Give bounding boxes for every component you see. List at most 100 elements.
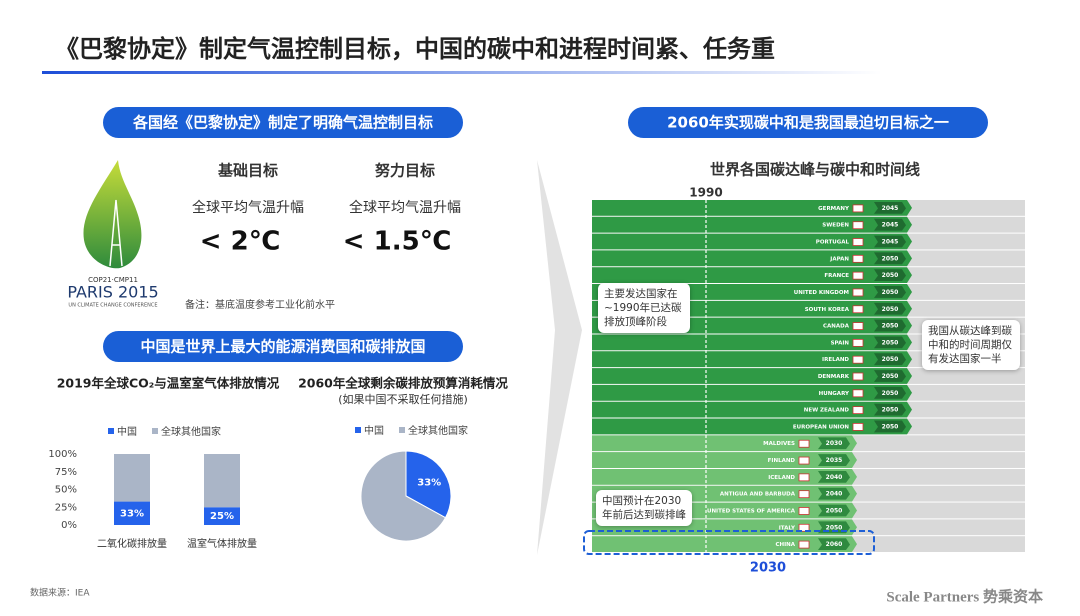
title-underline bbox=[42, 71, 882, 74]
year: 2045 bbox=[882, 205, 899, 212]
year: 2050 bbox=[882, 390, 899, 397]
year-box bbox=[874, 269, 906, 282]
header-pill bbox=[103, 107, 463, 138]
year-box bbox=[874, 302, 906, 315]
year: 2050 bbox=[882, 407, 899, 414]
y-tick-label: 25% bbox=[55, 502, 77, 513]
logo-text: PARIS 2015 bbox=[67, 283, 158, 302]
year: 2050 bbox=[882, 255, 899, 262]
bar-segment bbox=[114, 454, 150, 502]
year: 2050 bbox=[882, 339, 899, 346]
callout: 主要发达国家在~1990年已达碳排放顶峰阶段 bbox=[598, 283, 690, 333]
flag bbox=[852, 406, 864, 415]
row-bar bbox=[592, 200, 912, 216]
section-header: 各国经《巴黎协定》制定了明确气温控制目标 bbox=[132, 114, 433, 132]
year: 2040 bbox=[826, 474, 843, 481]
country: EUROPEAN UNION bbox=[793, 424, 849, 430]
year-box bbox=[874, 218, 906, 231]
country: MALDIVES bbox=[763, 441, 795, 447]
flag bbox=[798, 456, 810, 465]
row-bar bbox=[592, 250, 912, 267]
flag bbox=[852, 322, 864, 330]
year: 2050 bbox=[882, 289, 899, 296]
country: UNITED STATES OF AMERICA bbox=[707, 508, 796, 514]
bar-segment bbox=[204, 507, 240, 525]
legend-label: 全球其他国家 bbox=[161, 425, 221, 438]
country: CHINA bbox=[775, 542, 795, 548]
year-box bbox=[874, 420, 906, 433]
year-box bbox=[818, 470, 850, 483]
year-box bbox=[874, 252, 906, 265]
country: PORTUGAL bbox=[816, 240, 850, 246]
chart-title: 2019年全球CO₂与温室室气体排放情况 bbox=[57, 376, 280, 391]
legend-swatch bbox=[399, 427, 405, 433]
target-value: < 2℃ bbox=[200, 227, 280, 257]
target-label: 基础目标 bbox=[217, 162, 278, 180]
year: 2050 bbox=[826, 524, 843, 531]
country: ICELAND bbox=[768, 475, 795, 481]
legend-label: 中国 bbox=[117, 425, 137, 438]
flag bbox=[852, 288, 864, 297]
legend-swatch bbox=[152, 428, 158, 434]
pie-slice bbox=[405, 450, 452, 519]
row-bar bbox=[592, 368, 912, 384]
country: GERMANY bbox=[818, 206, 850, 212]
year: 2050 bbox=[882, 423, 899, 430]
year-box bbox=[818, 487, 850, 500]
flag bbox=[798, 507, 810, 515]
timeline-rows: GERMANY 2045 SWEDEN 2045 PORTUGAL 2045 JAPAN 20… bbox=[592, 200, 1025, 552]
country: ITALY bbox=[779, 525, 796, 531]
bar-segment bbox=[114, 501, 150, 525]
row-bar bbox=[592, 384, 912, 401]
value-label: 33% bbox=[120, 508, 144, 519]
y-tick-label: 100% bbox=[48, 449, 77, 460]
source: 数据来源：IEA bbox=[30, 587, 90, 599]
year: 2050 bbox=[826, 507, 843, 514]
chart-subtitle: (如果中国不采取任何措施) bbox=[338, 392, 468, 406]
flag bbox=[798, 540, 810, 549]
value-label: 25% bbox=[210, 511, 234, 522]
flag bbox=[798, 473, 810, 482]
target-label: 努力目标 bbox=[375, 162, 435, 180]
bar-segment bbox=[204, 454, 240, 508]
country: SWEDEN bbox=[822, 223, 849, 229]
value-label: 33% bbox=[417, 477, 441, 488]
y-tick-label: 50% bbox=[55, 485, 77, 496]
target-value: < 1.5℃ bbox=[343, 227, 451, 257]
year: 2045 bbox=[882, 239, 899, 246]
year-box bbox=[874, 386, 906, 399]
target-desc: 全球平均气温升幅 bbox=[192, 199, 304, 216]
brand: Scale Partners 势乘资本 bbox=[886, 587, 1043, 605]
year-box bbox=[874, 353, 906, 366]
year-box bbox=[818, 504, 850, 517]
flag bbox=[852, 372, 864, 381]
legend-label: 中国 bbox=[364, 424, 384, 437]
row-bar bbox=[592, 452, 857, 468]
year-box bbox=[874, 336, 906, 349]
year-box bbox=[874, 319, 906, 332]
chart-title: 2060年全球剩余碳排放预算消耗情况 bbox=[298, 376, 508, 391]
y-tick-label: 75% bbox=[55, 467, 77, 478]
arrow-divider bbox=[537, 160, 582, 555]
legend-swatch bbox=[108, 428, 114, 434]
country: IRELAND bbox=[822, 357, 849, 363]
section-header: 2060年实现碳中和是我国最迫切目标之一 bbox=[667, 114, 949, 132]
logo-text: UN CLIMATE CHANGE CONFERENCE bbox=[68, 303, 157, 309]
timeline-title: 世界各国碳达峰与碳中和时间线 bbox=[710, 161, 920, 179]
country: HUNGARY bbox=[819, 391, 850, 397]
flag bbox=[852, 238, 864, 246]
cop21-leaf bbox=[83, 160, 142, 269]
flag bbox=[852, 389, 864, 398]
row-bar bbox=[592, 418, 912, 435]
marker-label: 2030 bbox=[750, 561, 786, 576]
row-bar bbox=[592, 334, 912, 351]
flag bbox=[852, 305, 864, 314]
flag bbox=[852, 254, 864, 263]
row-bar bbox=[592, 216, 912, 233]
year: 2050 bbox=[882, 323, 899, 330]
logo-text: COP21·CMP11 bbox=[88, 276, 138, 284]
callout: 中国预计在2030年前后达到碳排峰 bbox=[596, 490, 692, 526]
china-highlight bbox=[583, 530, 875, 555]
row-bar bbox=[592, 351, 912, 368]
